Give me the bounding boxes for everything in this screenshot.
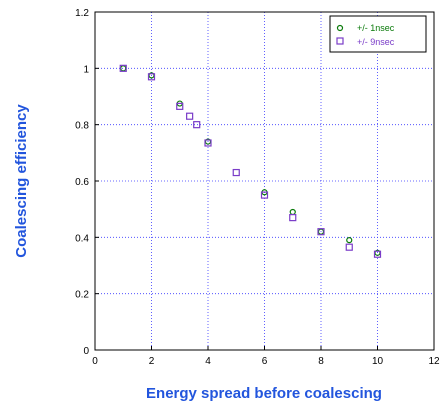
data-point-series-2 (176, 102, 184, 110)
data-point-series-2 (193, 121, 201, 129)
x-tick-label: 10 (372, 356, 384, 367)
data-point-series-2 (260, 191, 269, 199)
y-tick-label: 1 (83, 64, 89, 75)
data-point-series-1 (346, 237, 353, 244)
y-tick-label: 1.2 (75, 8, 89, 19)
x-axis-label: Energy spread before coalescing (146, 385, 382, 402)
y-tick-label: 0.4 (75, 233, 89, 244)
x-tick-label: 2 (149, 356, 155, 367)
legend-label-series-1: +/- 1nsec (357, 23, 395, 33)
data-point-series-2 (119, 64, 127, 72)
legend-marker-series-2 (336, 37, 344, 45)
x-tick-label: 4 (205, 356, 211, 367)
legend-box (329, 15, 427, 53)
y-tick-label: 0 (83, 346, 89, 357)
data-point-series-2 (317, 228, 325, 236)
y-tick-label: 0.8 (75, 121, 89, 132)
x-tick-label: 12 (428, 356, 440, 367)
data-point-series-2 (289, 214, 297, 222)
data-point-series-2 (186, 112, 194, 120)
legend: +/- 1nsec +/- 9nsec (329, 15, 427, 53)
data-point-series-2 (373, 250, 382, 258)
axis-ticks: 0 2 4 6 8 10 12 0 0.2 0.4 0.6 0.8 1 1.2 (75, 8, 440, 367)
legend-label-series-2: +/- 9nsec (357, 37, 395, 47)
x-tick-label: 6 (262, 356, 268, 367)
y-axis-label: Coalescing efficiency (13, 104, 30, 258)
x-tick-label: 8 (318, 356, 324, 367)
grid-lines (95, 12, 434, 350)
data-point-series-2 (232, 168, 240, 177)
y-tick-label: 0.2 (75, 290, 89, 301)
data-point-series-2 (345, 243, 353, 251)
y-tick-label: 0.6 (75, 177, 89, 188)
x-tick-label: 0 (92, 356, 98, 367)
data-point-series-2 (204, 139, 212, 147)
legend-marker-series-1 (336, 24, 344, 32)
data-points (119, 64, 382, 258)
data-point-series-2 (147, 73, 156, 81)
